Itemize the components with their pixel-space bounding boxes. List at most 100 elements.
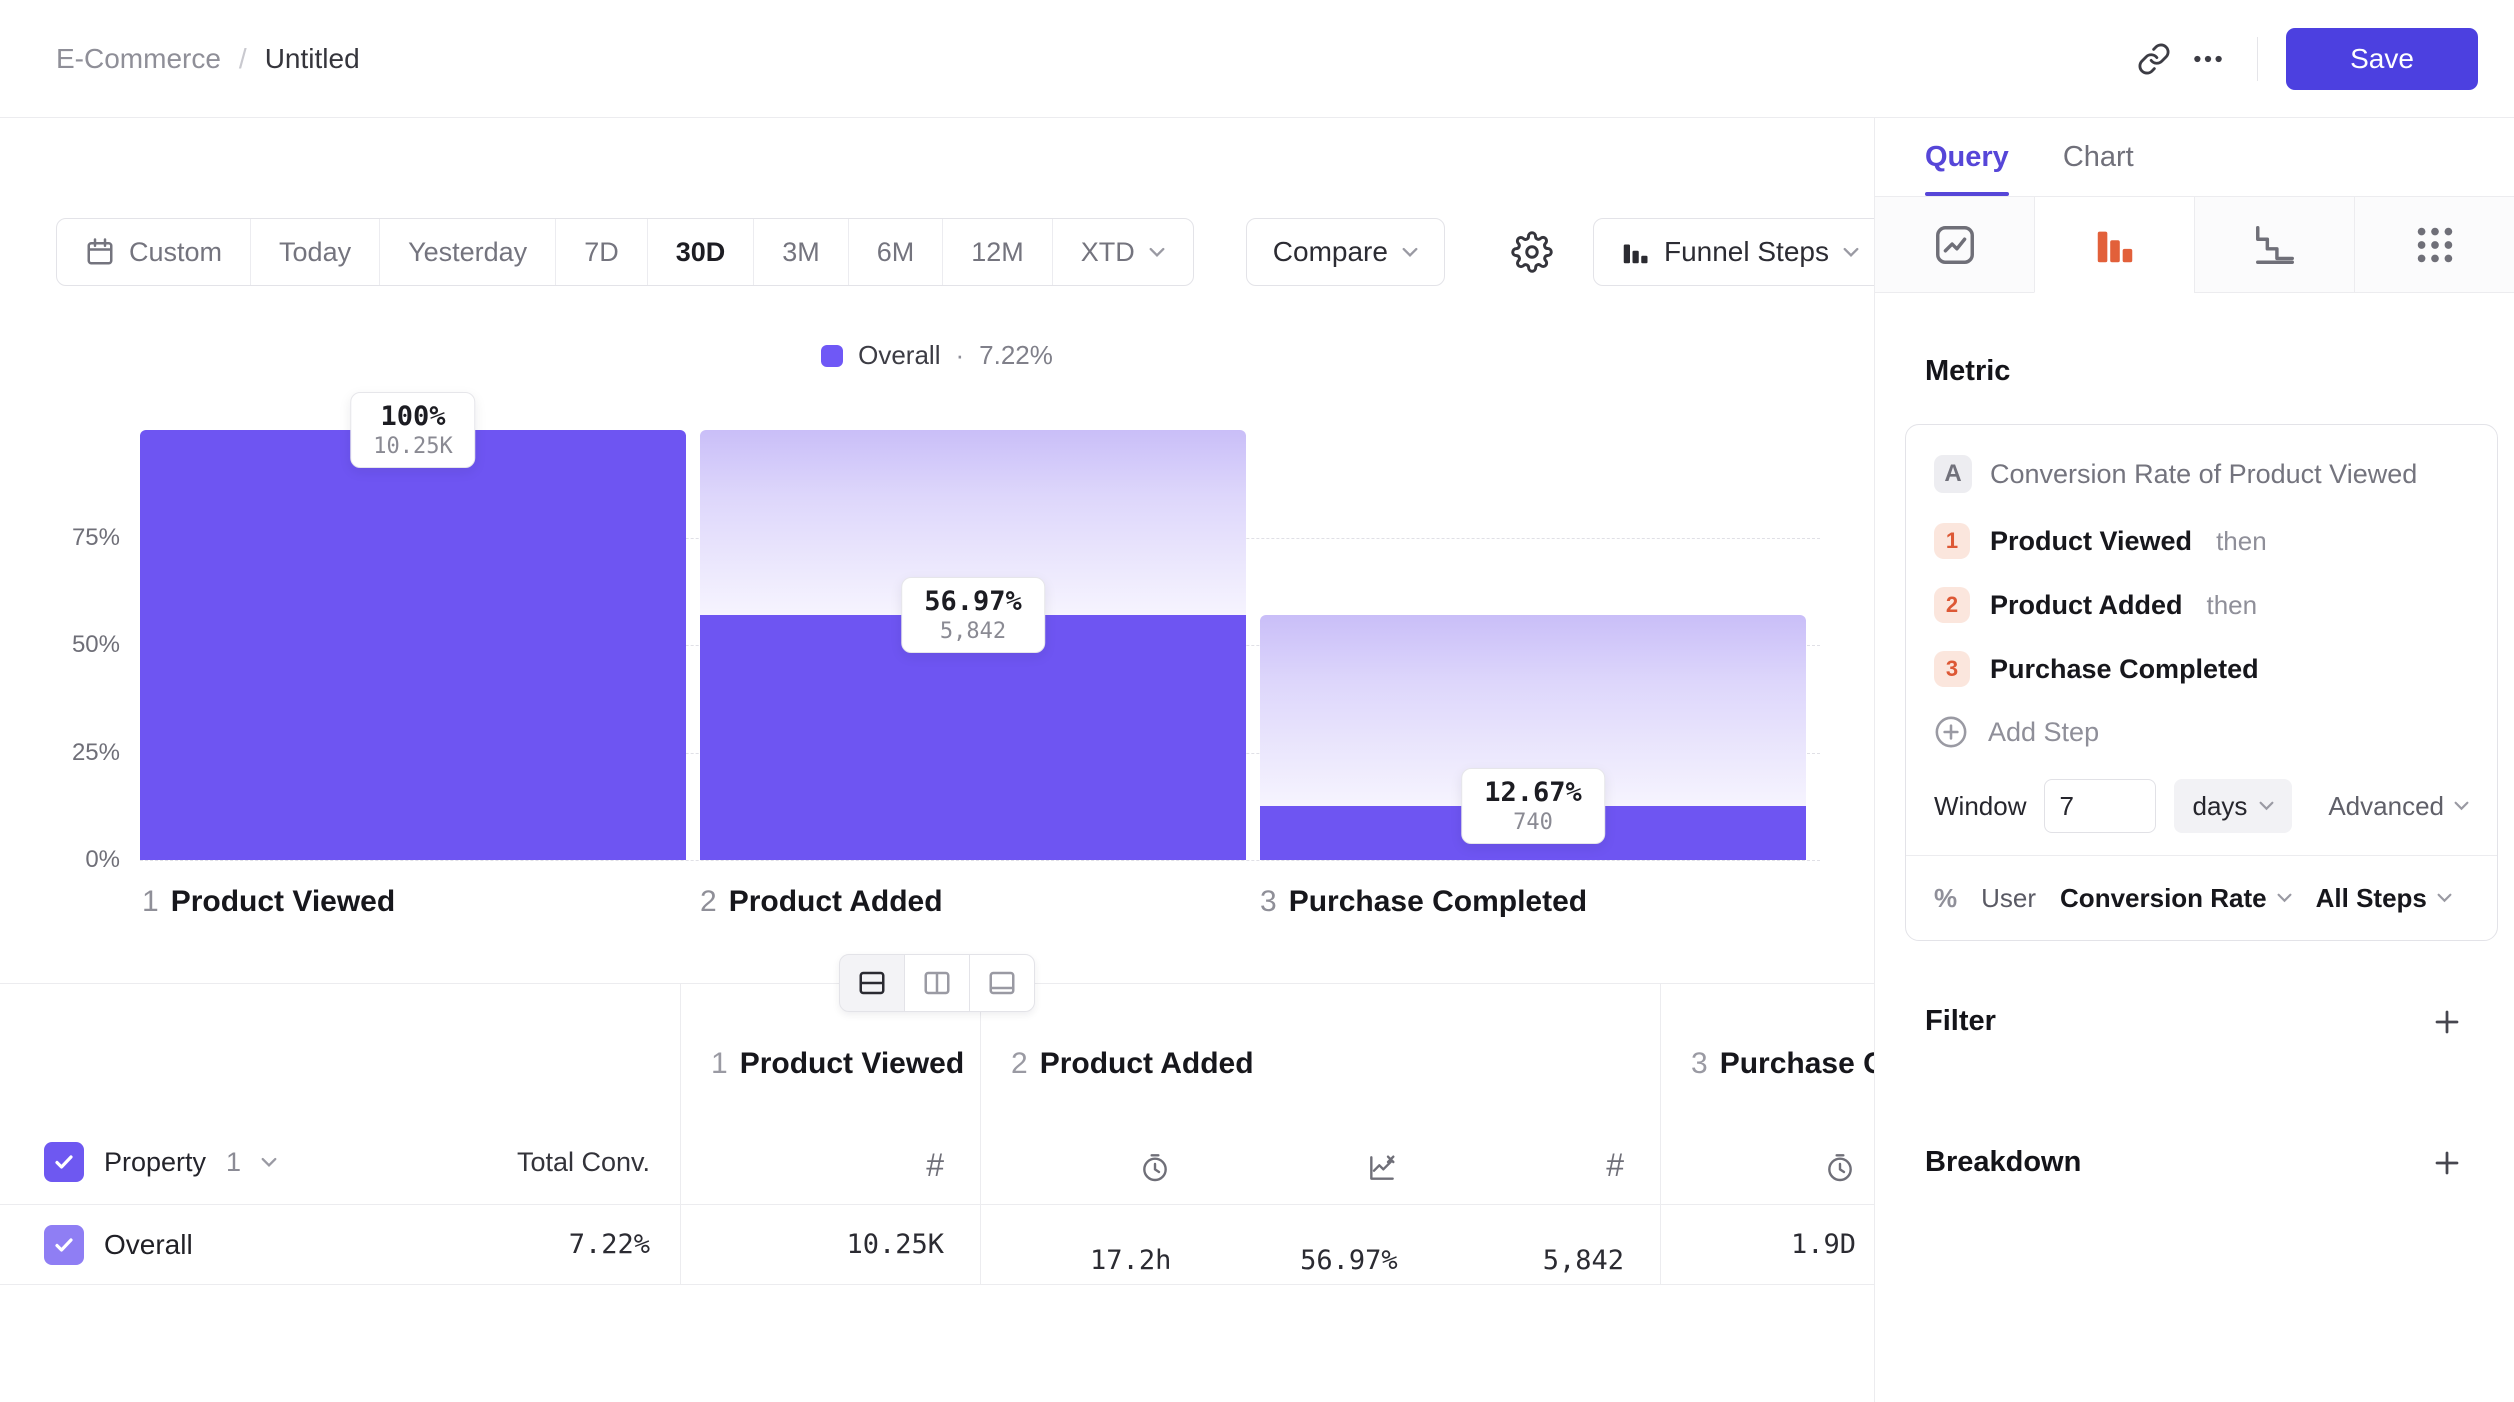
y-axis-tick: 0%	[85, 846, 120, 873]
breadcrumb-current[interactable]: Untitled	[264, 42, 360, 74]
date-range-segmented-control: Custom Today Yesterday 7D 30D 3M 6M 12M …	[56, 218, 1194, 286]
advanced-toggle[interactable]: Advanced	[2328, 791, 2469, 822]
funnel-bar-group[interactable]: 100% 10.25K	[140, 392, 686, 860]
date-range-yesterday[interactable]: Yesterday	[379, 219, 555, 285]
bar-value-label: 12.67% 740	[1461, 767, 1605, 844]
step-number: 2	[700, 885, 717, 918]
table-col-step1: 1 Product Viewed # 10.25K	[680, 983, 980, 1285]
date-range-label: Today	[279, 236, 352, 267]
tab-chart[interactable]: Chart	[2063, 118, 2134, 196]
date-range-3m[interactable]: 3M	[753, 219, 848, 285]
breadcrumb-parent[interactable]: E-Commerce	[56, 42, 221, 74]
layout-split-horizontal-button[interactable]	[839, 954, 905, 1012]
table-header-property: Property 1 Total Conv.	[0, 983, 680, 1205]
query-step-2[interactable]: 2 Product Added then	[1934, 573, 2469, 637]
more-options-button[interactable]	[2181, 32, 2235, 86]
metric-title-row[interactable]: A Conversion Rate of Product Viewed	[1934, 451, 2469, 497]
chevron-down-icon	[1843, 247, 1859, 258]
counting-entity-select[interactable]: User	[1981, 882, 2037, 913]
legend-separator: ·	[955, 340, 965, 370]
funnel-bar-group[interactable]: 56.97% 5,842	[700, 430, 1246, 860]
query-panel: Query Chart	[1875, 118, 2514, 1402]
date-range-label: 12M	[971, 236, 1024, 267]
save-button[interactable]: Save	[2286, 27, 2478, 90]
steps-scope-select[interactable]: All Steps	[2316, 883, 2452, 914]
tab-funnels[interactable]	[2034, 197, 2194, 293]
table-header-step1: 1 Product Viewed #	[681, 983, 980, 1205]
chart-settings-button[interactable]	[1505, 225, 1559, 279]
date-range-label: 6M	[876, 236, 915, 267]
plus-circle-icon	[1934, 715, 1968, 749]
funnel-bar-group[interactable]: 12.67% 740	[1260, 430, 1806, 860]
date-range-label: Custom	[129, 236, 223, 267]
add-step-button[interactable]: Add Step	[1934, 701, 2469, 763]
filter-section: Filter	[1925, 1005, 2462, 1038]
layout-bottom-panel-button[interactable]	[969, 954, 1035, 1012]
window-unit-select[interactable]: days	[2174, 779, 2293, 833]
percent-icon: %	[1934, 882, 1958, 913]
ellipsis-icon	[2191, 42, 2225, 76]
step-name: Product Added	[1039, 1047, 1254, 1080]
tab-query[interactable]: Query	[1925, 118, 2009, 196]
total-conv-header: Total Conv.	[516, 1147, 650, 1177]
date-range-6m[interactable]: 6M	[847, 219, 943, 285]
date-range-12m[interactable]: 12M	[942, 219, 1052, 285]
window-value-input[interactable]	[2044, 779, 2157, 833]
legend-swatch	[821, 344, 844, 367]
add-filter-button[interactable]	[2432, 1007, 2462, 1037]
date-range-label: 30D	[675, 236, 726, 267]
date-range-custom[interactable]: Custom	[57, 219, 250, 285]
row-name: Overall	[104, 1228, 193, 1260]
breadcrumb-separator: /	[238, 42, 247, 74]
step2-header-label: 2 Product Added	[981, 983, 1660, 1081]
tab-insights[interactable]	[1875, 197, 2034, 293]
property-selector[interactable]: Property 1	[44, 1142, 277, 1182]
table-row-cell-group: 17.2h 56.97% 5,842	[981, 1205, 1660, 1285]
date-range-today[interactable]: Today	[250, 219, 379, 285]
select-all-checkbox[interactable]	[44, 1142, 84, 1182]
conversion-window-row: Window days Advanced	[1934, 769, 2469, 843]
metric-badge: A	[1934, 455, 1972, 493]
date-range-30d-selected[interactable]: 30D	[646, 219, 754, 285]
chevron-down-icon	[1402, 247, 1418, 258]
split-horizontal-icon	[857, 968, 887, 998]
check-icon	[52, 1233, 76, 1257]
add-breakdown-button[interactable]	[2432, 1148, 2462, 1178]
chart-view-selector[interactable]: Funnel Steps	[1592, 218, 1874, 286]
retention-curve-icon	[2252, 222, 2298, 268]
y-axis-tick: 75%	[71, 523, 120, 551]
metric-title: Conversion Rate of Product Viewed	[1990, 458, 2418, 489]
funnel-chart: 75% 50% 25% 0% 100% 10.25K 56.97%	[56, 392, 1820, 873]
date-range-xtd[interactable]: XTD	[1051, 219, 1193, 285]
chevron-down-icon	[2437, 893, 2452, 903]
row-total-conv: 7.22%	[568, 1229, 650, 1260]
layout-split-vertical-button[interactable]	[904, 954, 970, 1012]
chevron-down-icon	[2454, 801, 2469, 811]
link-icon	[2137, 42, 2171, 76]
tab-retention[interactable]	[2194, 197, 2354, 293]
chevron-down-icon	[261, 1157, 277, 1168]
bar-count: 5,842	[939, 619, 1007, 645]
funnel-x-labels: 1 Product Viewed 2 Product Added 3 Purchase…	[140, 885, 1820, 929]
table-row[interactable]: Overall 7.22%	[0, 1205, 680, 1285]
dots-grid-icon	[2412, 222, 2458, 268]
row-checkbox[interactable]	[44, 1224, 84, 1265]
step-number: 1	[711, 1047, 728, 1080]
chart-toolbar: Custom Today Yesterday 7D 30D 3M 6M 12M …	[56, 218, 1874, 286]
cell-value: 1.9D	[1790, 1229, 1856, 1260]
legend-item-overall[interactable]: Overall · 7.22%	[821, 340, 1053, 371]
table-col-property: Property 1 Total Conv. Overall	[0, 983, 680, 1285]
gridline-0	[140, 860, 1820, 861]
step-event-name: Product Viewed	[1990, 525, 2193, 556]
time-metric-icon	[1139, 1152, 1171, 1184]
share-link-button[interactable]	[2127, 32, 2181, 86]
compare-button[interactable]: Compare	[1245, 218, 1445, 286]
legend-label: Overall	[858, 340, 941, 370]
measure-select[interactable]: Conversion Rate	[2060, 883, 2292, 914]
query-step-3[interactable]: 3 Purchase Completed	[1934, 637, 2469, 701]
bar-chart-icon	[1620, 237, 1650, 267]
query-step-1[interactable]: 1 Product Viewed then	[1934, 509, 2469, 573]
chart-legend: Overall · 7.22%	[0, 340, 1874, 371]
tab-flows[interactable]	[2354, 197, 2514, 293]
date-range-7d[interactable]: 7D	[555, 219, 647, 285]
